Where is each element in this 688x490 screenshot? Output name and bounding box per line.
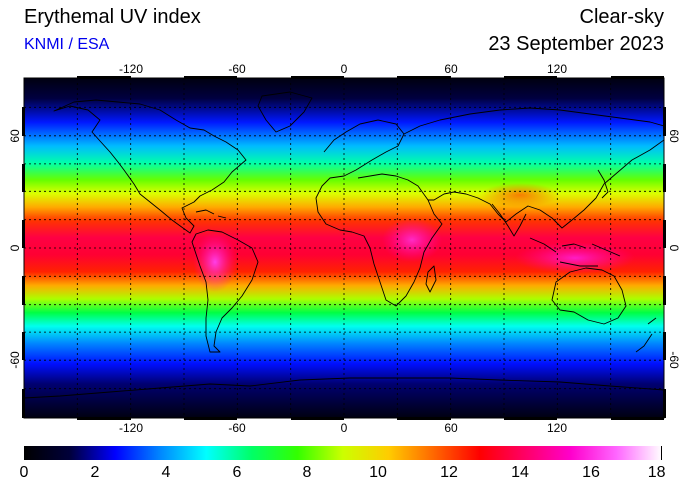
colorbar-label: 2 bbox=[90, 464, 100, 481]
lon-tick-top: 0 bbox=[340, 62, 348, 76]
lon-tick-bottom: -120 bbox=[118, 421, 144, 435]
lat-tick-right: 60 bbox=[667, 129, 681, 143]
map-date: 23 September 2023 bbox=[488, 33, 664, 55]
map-frame bbox=[22, 76, 666, 420]
coastline-north-america bbox=[53, 99, 247, 234]
lon-tick-top: -120 bbox=[118, 62, 144, 76]
colorbar bbox=[24, 446, 662, 460]
lon-tick-top: 60 bbox=[444, 62, 458, 76]
coastline-japan bbox=[597, 169, 609, 199]
coastline-antarctica bbox=[24, 377, 664, 399]
colorbar-label: 14 bbox=[511, 464, 529, 481]
lat-tick-left: 0 bbox=[8, 244, 22, 252]
coastline-south-america bbox=[191, 229, 259, 353]
colorbar-label: 6 bbox=[232, 464, 242, 481]
lat-tick-right: 0 bbox=[667, 244, 681, 252]
lon-tick-bottom: 120 bbox=[546, 421, 568, 435]
sky-condition: Clear-sky bbox=[579, 6, 664, 28]
colorbar-label: 4 bbox=[161, 464, 171, 481]
colorbar-label: 18 bbox=[647, 464, 666, 481]
lat-tick-left: 60 bbox=[8, 129, 22, 143]
coastline-europe-africa bbox=[315, 119, 443, 307]
colorbar-label: 10 bbox=[369, 464, 387, 481]
colorbar-label: 8 bbox=[302, 464, 312, 481]
colorbar-label: 12 bbox=[440, 464, 458, 481]
coastline-india bbox=[491, 203, 527, 237]
lon-tick-bottom: -60 bbox=[228, 421, 246, 435]
lon-tick-bottom: 60 bbox=[444, 421, 458, 435]
coastline-madagascar bbox=[425, 265, 437, 293]
colorbar-label: 0 bbox=[19, 464, 29, 481]
lon-tick-top: -60 bbox=[228, 62, 246, 76]
lon-tick-bottom: 0 bbox=[340, 421, 348, 435]
coastline-indonesia bbox=[529, 237, 621, 267]
coastline-australia bbox=[551, 267, 627, 325]
coastline-greenland bbox=[257, 91, 313, 133]
coastline-caribbean bbox=[195, 209, 227, 219]
lat-tick-right: -60 bbox=[667, 351, 681, 369]
coastline-new-zealand bbox=[635, 317, 657, 353]
lon-tick-top: 120 bbox=[546, 62, 568, 76]
map-title: Erythemal UV index bbox=[24, 6, 201, 28]
colorbar-ticks bbox=[24, 446, 662, 460]
gridlines bbox=[24, 78, 664, 418]
lat-tick-left: -60 bbox=[8, 351, 22, 369]
data-credit: KNMI / ESA bbox=[24, 36, 110, 53]
colorbar-label: 16 bbox=[582, 464, 600, 481]
